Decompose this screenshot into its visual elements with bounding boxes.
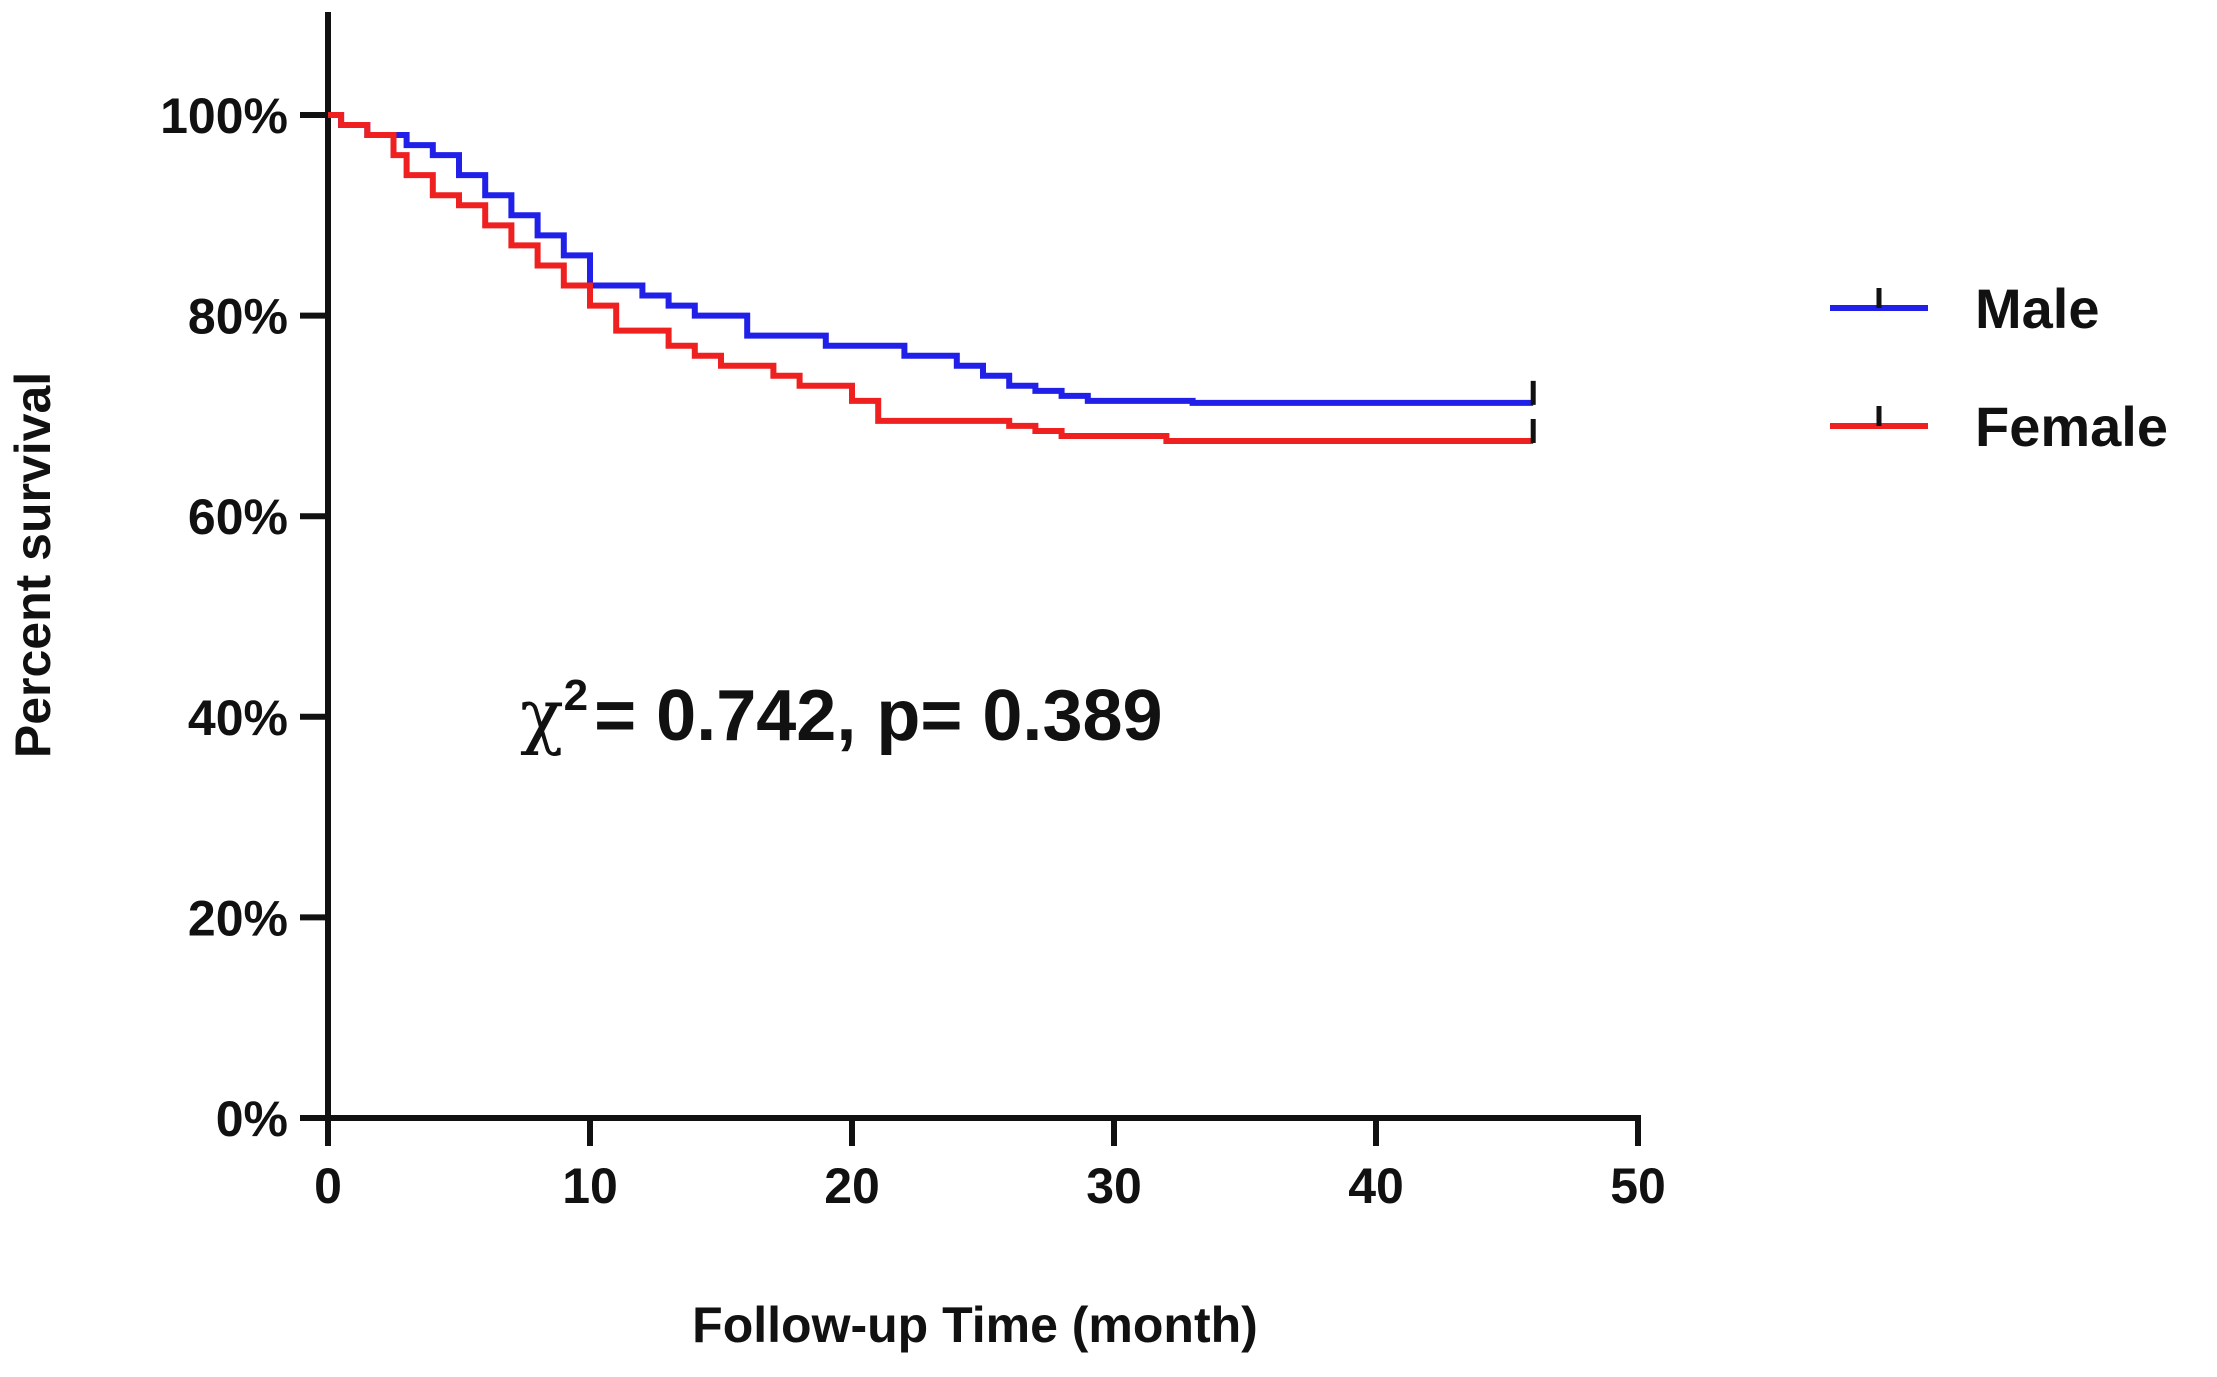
legend: Male Female — [1830, 277, 2168, 458]
series-line-female — [328, 112, 1534, 444]
axes: 0 10 20 30 40 50 0% 20% 40% 60% 80% 100% — [160, 12, 1666, 1214]
x-tick-label: 20 — [824, 1158, 880, 1214]
x-tick-label: 50 — [1610, 1158, 1666, 1214]
y-tick-label: 80% — [188, 289, 288, 345]
x-tick-label: 10 — [562, 1158, 618, 1214]
legend-label-male: Male — [1975, 277, 2100, 340]
x-tick-label: 0 — [314, 1158, 342, 1214]
y-tick-label: 40% — [188, 690, 288, 746]
x-tick-label: 40 — [1348, 1158, 1404, 1214]
y-tick-label: 60% — [188, 489, 288, 545]
y-tick-label: 20% — [188, 890, 288, 946]
legend-label-female: Female — [1975, 395, 2168, 458]
x-axis-label: Follow-up Time (month) — [692, 1297, 1258, 1353]
series-lines — [328, 112, 1536, 444]
x-tick-label: 30 — [1086, 1158, 1142, 1214]
chi-square-annotation: χ2= 0.742, p= 0.389 — [520, 671, 1163, 757]
series-line-male — [328, 112, 1534, 406]
annotation-text: = 0.742, p= 0.389 — [594, 676, 1162, 756]
y-tick-label: 100% — [160, 88, 288, 144]
y-axis-label: Percent survival — [5, 372, 61, 758]
chi-symbol: χ — [520, 673, 564, 757]
chi-superscript: 2 — [564, 671, 588, 720]
y-tick-label: 0% — [216, 1091, 288, 1147]
